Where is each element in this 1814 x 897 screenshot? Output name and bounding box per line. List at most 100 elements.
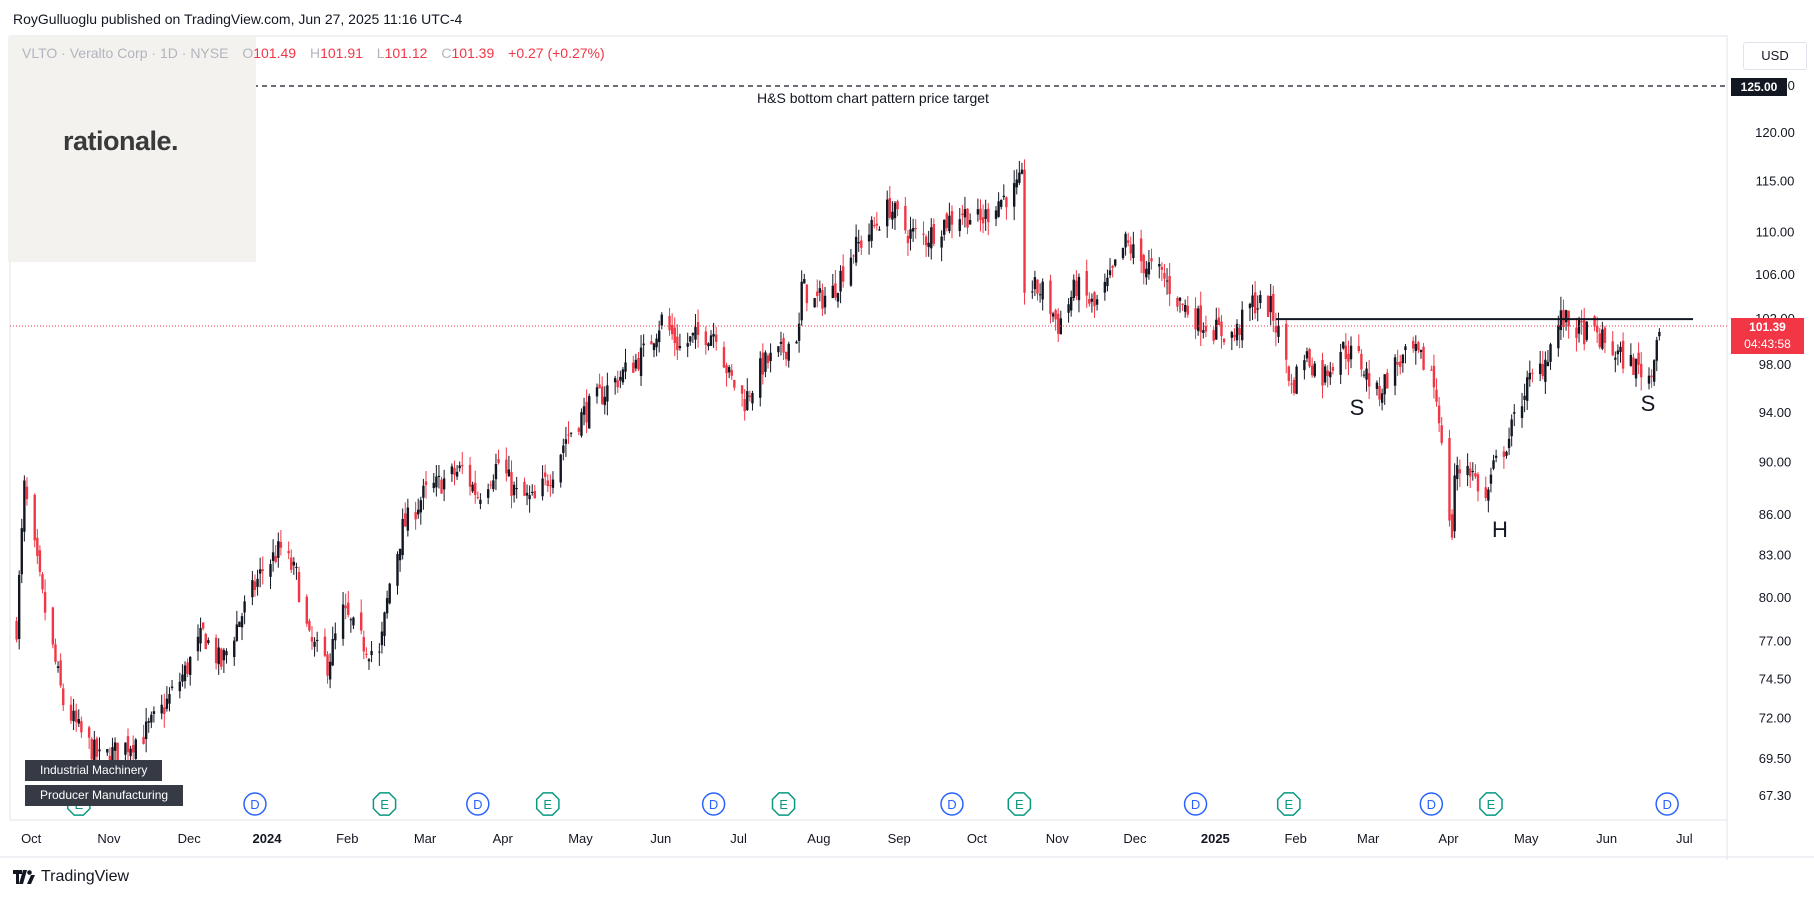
- candle-body: [893, 202, 897, 219]
- candle-body: [492, 480, 495, 490]
- candle-body: [1652, 360, 1656, 382]
- close-value: 101.39: [451, 45, 495, 61]
- candle-body: [966, 208, 969, 228]
- dividend-icon[interactable]: D: [1183, 792, 1208, 816]
- candle-body: [1038, 294, 1042, 296]
- candle-body: [378, 651, 381, 653]
- candle-body: [1090, 298, 1094, 302]
- dividend-icon[interactable]: D: [940, 792, 964, 816]
- candle-body: [1564, 310, 1568, 323]
- candle-body: [1018, 172, 1021, 183]
- candle-body: [857, 242, 860, 244]
- candle-body: [1611, 341, 1614, 356]
- candle-body: [655, 338, 658, 348]
- earnings-icon[interactable]: E: [372, 792, 397, 816]
- candle-body: [510, 472, 513, 496]
- candle-body: [852, 255, 855, 257]
- time-tick-label: Jun: [1596, 831, 1617, 846]
- candle-body: [1165, 280, 1169, 282]
- candle-body: [1329, 371, 1332, 378]
- industry-tag[interactable]: Industrial Machinery: [25, 760, 163, 781]
- candle-body: [388, 583, 391, 604]
- candle-body: [1093, 292, 1096, 307]
- earnings-icon[interactable]: E: [1007, 792, 1032, 816]
- candle-body: [134, 739, 137, 759]
- symbol-description[interactable]: VLTO · Veralto Corp · 1D · NYSE: [22, 45, 229, 61]
- candle-body: [1458, 469, 1462, 474]
- candle-body: [1580, 321, 1583, 323]
- candle-body: [1124, 233, 1127, 248]
- event-marker-letter: D: [1662, 797, 1671, 812]
- dividend-marker-shape: [466, 792, 490, 816]
- candle-body: [352, 617, 355, 626]
- event-marker-letter: D: [250, 797, 259, 812]
- time-tick-label: Jun: [650, 831, 671, 846]
- candle-body: [1549, 344, 1552, 362]
- candle-body: [1240, 309, 1244, 341]
- dividend-icon[interactable]: D: [701, 792, 726, 816]
- time-tick-label: May: [1514, 831, 1539, 846]
- candle-body: [471, 484, 474, 492]
- dividend-icon[interactable]: D: [466, 792, 490, 816]
- candle-body: [199, 628, 202, 644]
- candle-body: [261, 569, 264, 572]
- candle-body: [1658, 331, 1661, 337]
- candle-body: [1603, 327, 1607, 343]
- candle-body: [274, 555, 277, 563]
- low-label: L: [376, 45, 385, 61]
- candle-body: [1494, 455, 1498, 458]
- earnings-icon[interactable]: E: [535, 792, 560, 816]
- candle-body: [1585, 321, 1589, 340]
- candle-body: [1640, 363, 1643, 378]
- candle-body: [1238, 328, 1241, 335]
- candle-body: [365, 653, 368, 655]
- currency-selector-button[interactable]: USD: [1743, 42, 1807, 70]
- candle-body: [764, 352, 767, 372]
- candle-body: [1365, 368, 1368, 380]
- dividend-icon[interactable]: D: [1655, 792, 1679, 816]
- candle-body: [1575, 327, 1578, 338]
- candle-body: [834, 283, 837, 298]
- symbol-legend[interactable]: VLTO · Veralto Corp · 1D · NYSE O101.49 …: [22, 45, 605, 61]
- candle-body: [344, 605, 347, 609]
- candle-body: [841, 266, 845, 282]
- earnings-icon[interactable]: E: [1479, 792, 1503, 816]
- sector-tag[interactable]: Producer Manufacturing: [25, 785, 184, 806]
- candle-body: [1546, 361, 1550, 367]
- candle-body: [1396, 362, 1399, 365]
- candle-body: [489, 484, 492, 486]
- candle-body: [1647, 375, 1651, 384]
- tradingview-brand[interactable]: TradingView: [13, 868, 129, 886]
- candle-body: [214, 637, 218, 664]
- candle-body: [1126, 240, 1130, 243]
- last-price-label: 101.39 04:43:58: [1731, 318, 1804, 354]
- high-label: H: [309, 45, 321, 61]
- candle-body: [585, 401, 588, 423]
- time-tick-label: 2025: [1201, 831, 1230, 846]
- earnings-marker-shape: [1007, 792, 1032, 816]
- candle-body: [945, 213, 949, 229]
- dividend-icon[interactable]: D: [1419, 792, 1444, 816]
- time-tick-label: Jul: [730, 831, 747, 846]
- close-label: C: [441, 45, 452, 61]
- candle-body: [113, 742, 117, 751]
- earnings-icon[interactable]: E: [1276, 792, 1301, 816]
- candle-body: [743, 399, 746, 412]
- time-tick-label: Dec: [1123, 831, 1147, 846]
- candle-body: [818, 288, 822, 293]
- candle-body: [1523, 395, 1526, 400]
- dividend-icon[interactable]: D: [243, 792, 267, 816]
- candle-body: [961, 213, 964, 216]
- time-tick-label: Oct: [21, 831, 42, 846]
- candle-body: [1614, 357, 1617, 360]
- candle-body: [59, 660, 62, 686]
- candle-body: [1655, 340, 1658, 361]
- candle-body: [930, 227, 933, 249]
- high-value: 101.91: [320, 45, 363, 61]
- candle-body: [1077, 276, 1081, 301]
- earnings-icon[interactable]: E: [771, 792, 796, 816]
- time-tick-label: Mar: [414, 831, 437, 846]
- candle-body: [1538, 363, 1542, 374]
- candle-body: [940, 236, 943, 248]
